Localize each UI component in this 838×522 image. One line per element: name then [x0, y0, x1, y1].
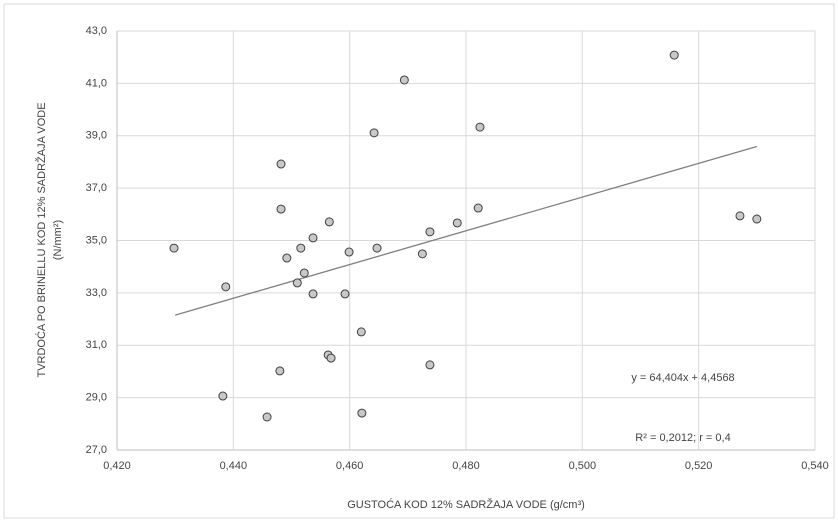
data-point — [282, 253, 292, 263]
y-tick-label: 35,0 — [86, 234, 107, 246]
data-point — [425, 360, 435, 370]
data-point — [452, 218, 462, 228]
equation-label: y = 64,404x + 4,4568 — [631, 372, 734, 384]
data-point — [475, 122, 485, 132]
data-point — [169, 243, 179, 253]
data-point — [425, 227, 435, 237]
data-point — [218, 391, 228, 401]
data-point — [399, 75, 409, 85]
data-point — [299, 268, 309, 278]
data-point — [752, 214, 762, 224]
data-point — [340, 289, 350, 299]
y-tick-label: 41,0 — [86, 77, 107, 89]
data-point — [221, 282, 231, 292]
data-point — [324, 217, 334, 227]
x-tick-label: 0,480 — [452, 460, 480, 472]
data-point — [473, 203, 483, 213]
x-tick-label: 0,500 — [569, 460, 597, 472]
data-point — [262, 412, 272, 422]
y-axis-title: TVRDOĆA PO BRINELLU KOD 12% SADRŽAJA VOD… — [35, 102, 48, 377]
data-point — [357, 408, 367, 418]
x-tick-label: 0,440 — [220, 460, 248, 472]
data-point — [344, 247, 354, 257]
x-axis-title: GUSTOĆA KOD 12% SADRŽAJA VODE (g/cm³) — [347, 498, 585, 511]
data-point — [308, 233, 318, 243]
data-point — [417, 249, 427, 259]
data-point — [276, 204, 286, 214]
y-tick-label: 39,0 — [86, 130, 107, 142]
data-point — [326, 353, 336, 363]
x-tick-label: 0,460 — [336, 460, 364, 472]
y-tick-label: 33,0 — [86, 287, 107, 299]
y-tick-label: 27,0 — [86, 444, 107, 456]
y-axis-title: (N/mm²) — [52, 220, 64, 260]
data-point — [275, 366, 285, 376]
chart-frame — [3, 3, 835, 519]
data-point — [292, 278, 302, 288]
trendline — [174, 145, 758, 316]
data-point — [372, 243, 382, 253]
data-point — [735, 211, 745, 221]
data-point — [276, 159, 286, 169]
x-tick-label: 0,520 — [685, 460, 713, 472]
data-point — [669, 50, 679, 60]
y-tick-label: 43,0 — [86, 25, 107, 37]
x-tick-label: 0,540 — [801, 460, 829, 472]
data-point — [356, 327, 366, 337]
data-point — [308, 289, 318, 299]
data-point — [369, 128, 379, 138]
r-squared-label: R² = 0,2012; r = 0,4 — [635, 432, 730, 444]
y-tick-label: 29,0 — [86, 392, 107, 404]
y-tick-label: 31,0 — [86, 339, 107, 351]
data-point — [296, 243, 306, 253]
x-tick-label: 0,420 — [103, 460, 131, 472]
y-tick-label: 37,0 — [86, 182, 107, 194]
